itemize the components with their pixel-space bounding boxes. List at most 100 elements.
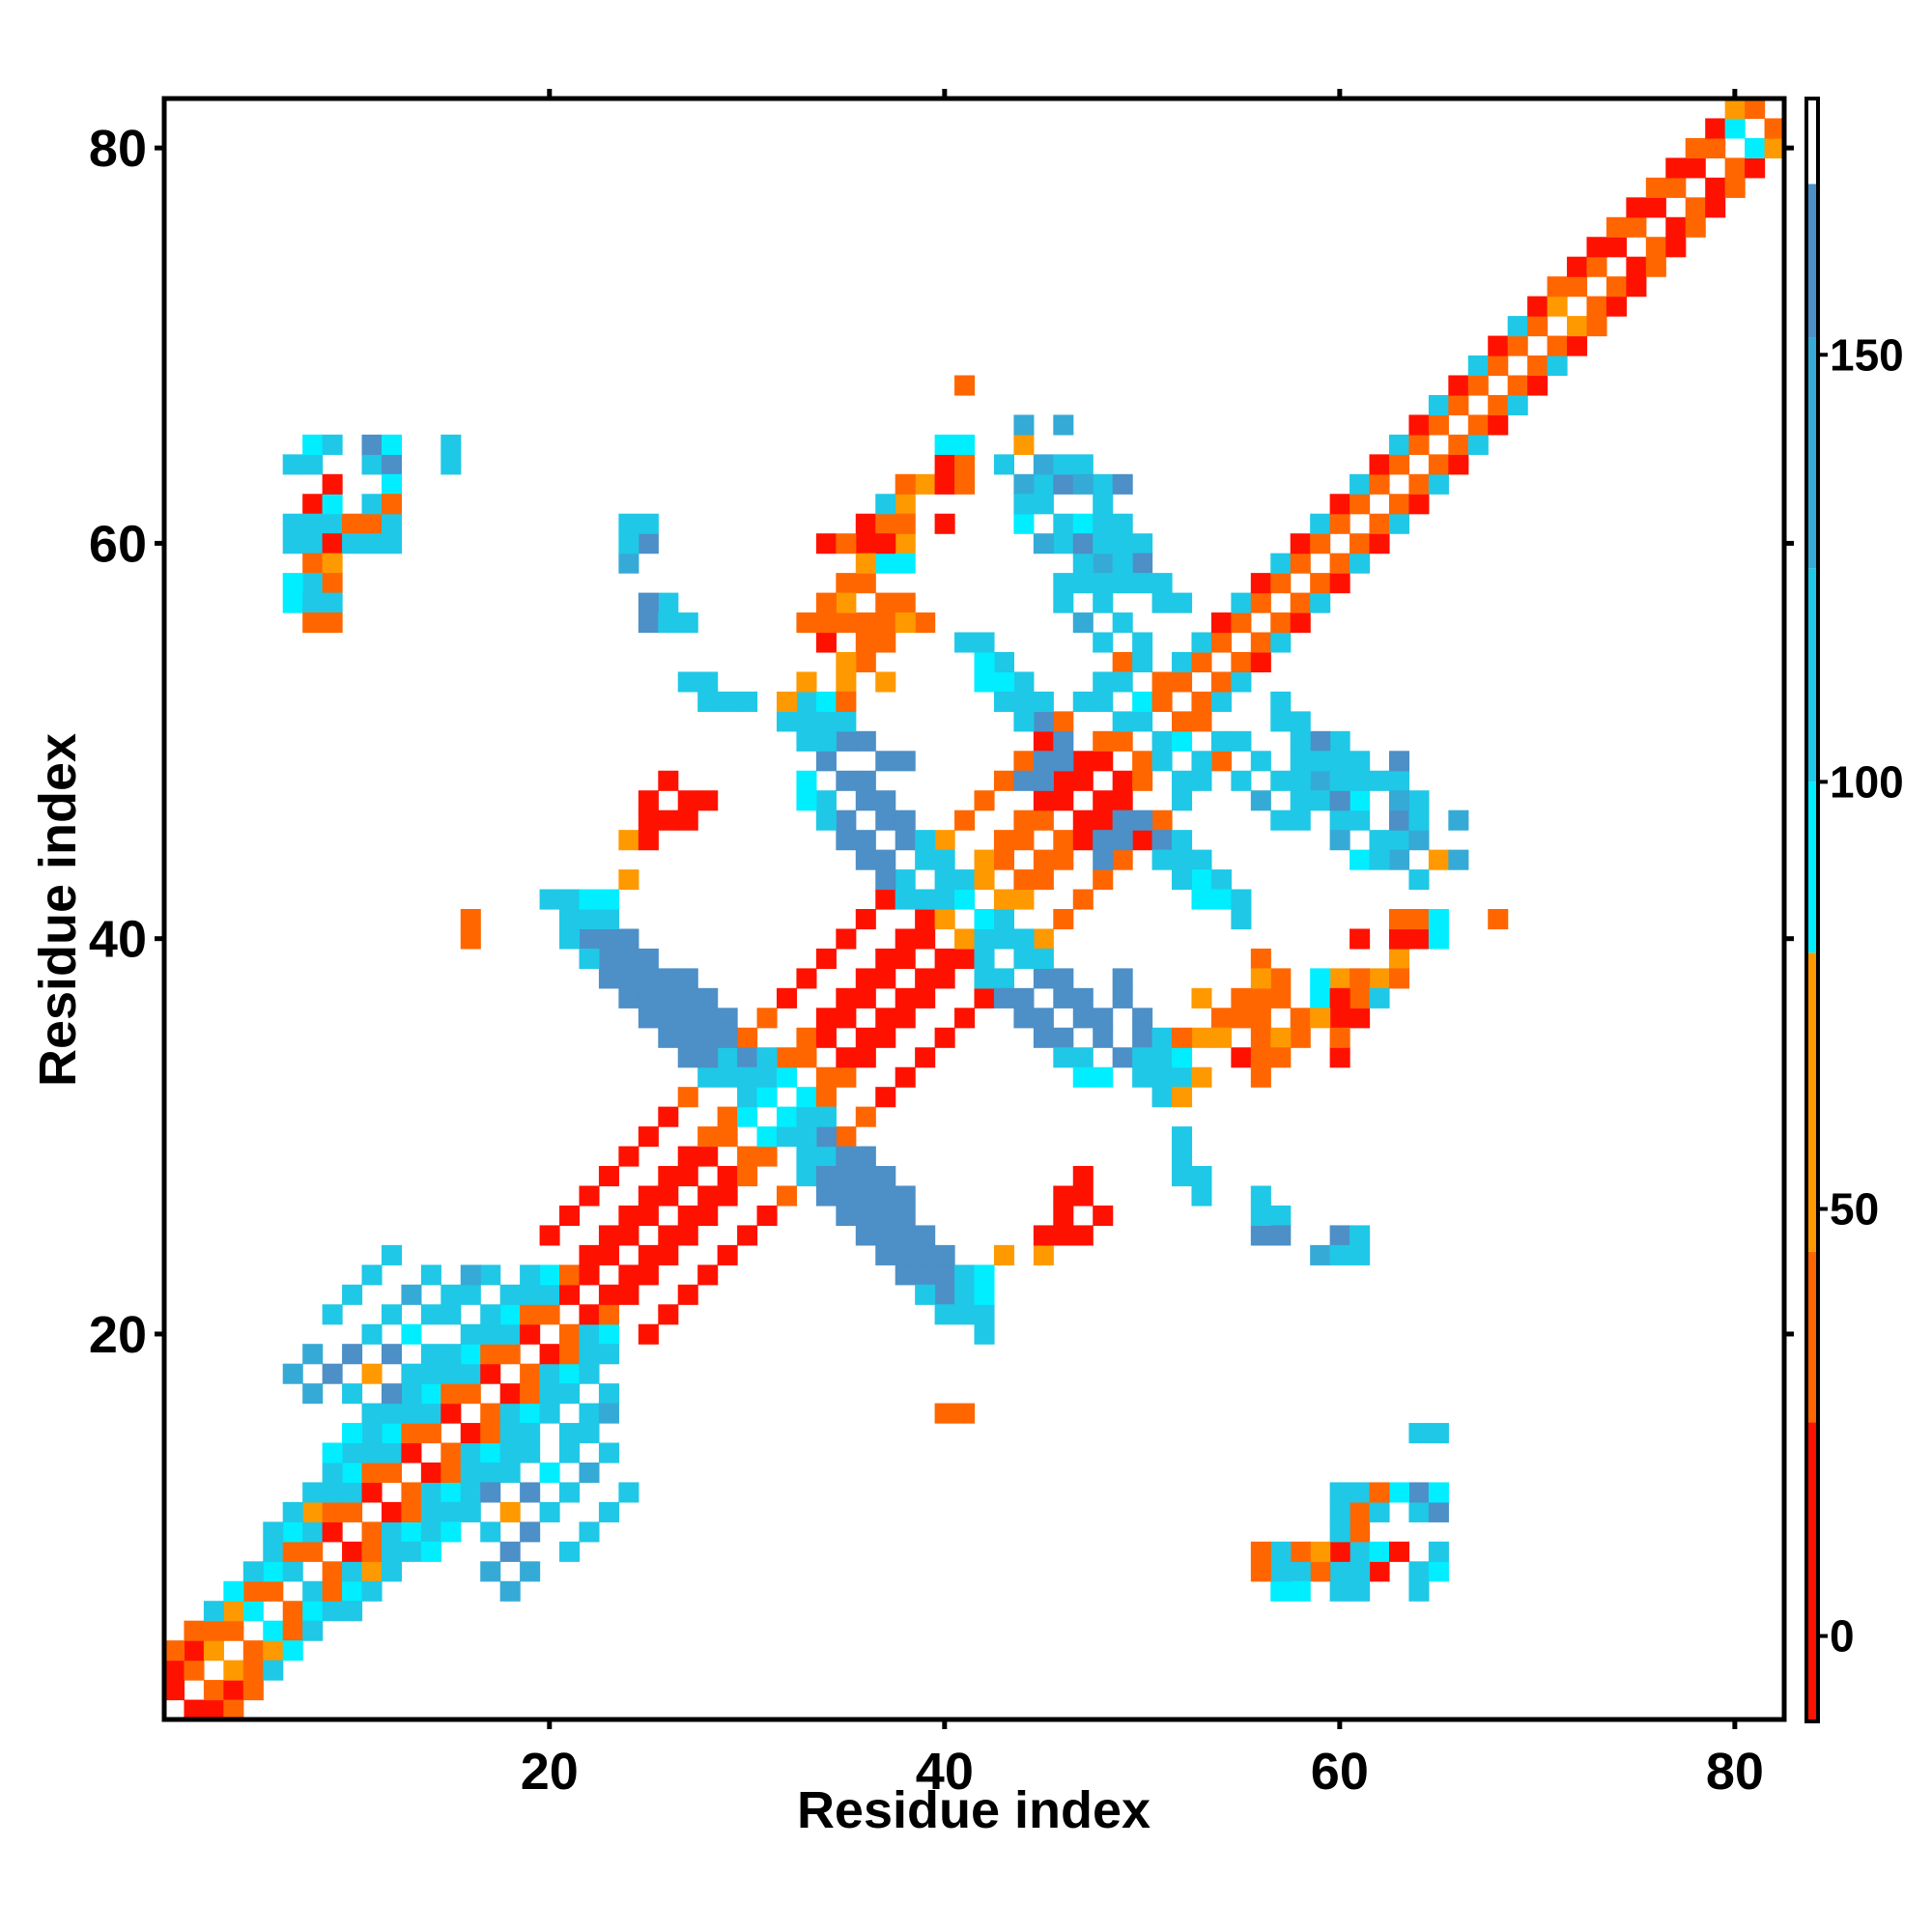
heatmap-cell [1231, 730, 1252, 752]
heatmap-cell [895, 928, 916, 950]
heatmap-cell [203, 1680, 224, 1701]
heatmap-cell [796, 1087, 817, 1108]
heatmap-cell [1626, 256, 1647, 277]
heatmap-cell [381, 513, 403, 534]
heatmap-cell [1448, 810, 1469, 831]
heatmap-cell [875, 671, 896, 693]
heatmap-cell [934, 513, 955, 534]
heatmap-cell [1724, 118, 1746, 139]
heatmap-cell [993, 1244, 1014, 1265]
heatmap-cell [658, 968, 679, 989]
heatmap-cell [1250, 751, 1271, 772]
heatmap-cell [915, 1264, 936, 1286]
heatmap-cell [1369, 473, 1390, 495]
heatmap-cell [460, 1264, 481, 1286]
heatmap-cell [539, 1501, 560, 1522]
heatmap-cell [401, 1363, 422, 1384]
heatmap-cell [618, 968, 639, 989]
heatmap-cell [203, 1620, 224, 1641]
heatmap-cell [1290, 1580, 1311, 1602]
heatmap-cell [1112, 849, 1133, 870]
heatmap-cell [242, 1640, 264, 1662]
heatmap-cell [1527, 316, 1548, 337]
heatmap-cell [559, 1442, 581, 1463]
heatmap-cell [203, 1601, 224, 1622]
heatmap-cell [1388, 1482, 1410, 1503]
heatmap-cell [836, 1126, 857, 1148]
heatmap-cell [895, 473, 916, 495]
heatmap-cell [1350, 790, 1371, 811]
heatmap-cell [1072, 770, 1094, 791]
heatmap-cell [1705, 197, 1726, 218]
heatmap-cell [1191, 889, 1212, 910]
heatmap-cell [796, 968, 817, 989]
heatmap-cell [1013, 414, 1035, 436]
heatmap-cell [302, 573, 324, 594]
heatmap-cell [420, 1363, 441, 1384]
heatmap-cell [836, 928, 857, 950]
heatmap-cell [1172, 1027, 1193, 1048]
heatmap-cell [302, 1344, 324, 1365]
heatmap-cell [677, 790, 698, 811]
heatmap-cell [1250, 1541, 1271, 1562]
heatmap-cell [282, 592, 303, 613]
heatmap-cell [1250, 1225, 1271, 1246]
heatmap-cell [1053, 751, 1074, 772]
heatmap-cell [302, 494, 324, 515]
heatmap-cell [1191, 711, 1212, 732]
heatmap-cell [836, 1166, 857, 1187]
heatmap-cell [1210, 730, 1232, 752]
heatmap-cell [520, 1442, 541, 1463]
heatmap-cell [875, 1244, 896, 1265]
heatmap-cell [1408, 1561, 1430, 1582]
heatmap-cell [1488, 394, 1509, 416]
heatmap-cell [499, 1323, 521, 1345]
heatmap-cell [895, 948, 916, 969]
heatmap-cell [1072, 1185, 1094, 1207]
heatmap-cell [1310, 592, 1331, 613]
heatmap-cell [282, 1561, 303, 1582]
heatmap-cell [1072, 454, 1094, 475]
heatmap-cell [1567, 335, 1588, 356]
heatmap-cell [499, 1403, 521, 1424]
heatmap-cell [420, 1482, 441, 1503]
heatmap-cell [815, 1106, 837, 1127]
heatmap-cell [579, 928, 600, 950]
heatmap-cell [1369, 533, 1390, 554]
heatmap-cell [598, 948, 619, 969]
heatmap-cell [737, 1027, 758, 1048]
heatmap-cell [1250, 651, 1271, 673]
heatmap-cell [460, 1442, 481, 1463]
heatmap-cell [1310, 1008, 1331, 1029]
heatmap-cell [1210, 889, 1232, 910]
heatmap-cell [934, 948, 955, 969]
heatmap-cell [776, 711, 798, 732]
heatmap-cell [559, 1264, 581, 1286]
heatmap-cell [263, 1521, 284, 1543]
heatmap-cell [1191, 869, 1212, 891]
heatmap-cell [993, 691, 1014, 712]
heatmap-cell [1329, 553, 1350, 574]
heatmap-cell [263, 1640, 284, 1662]
heatmap-cell [677, 1027, 698, 1048]
heatmap-cell [855, 1047, 876, 1068]
heatmap-cell [875, 533, 896, 554]
heatmap-cell [1210, 1008, 1232, 1029]
heatmap-cell [539, 1264, 560, 1286]
heatmap-cell [1329, 1580, 1350, 1602]
heatmap-cell [836, 651, 857, 673]
heatmap-cell [855, 968, 876, 989]
heatmap-cell [1172, 671, 1193, 693]
heatmap-cell [322, 1304, 343, 1325]
heatmap-cell [598, 928, 619, 950]
heatmap-cell [855, 849, 876, 870]
heatmap-cell [1388, 790, 1410, 811]
axis-ticks: 20 40 60 80 20 40 60 80 [89, 89, 1794, 1801]
heatmap-cell [1053, 1027, 1074, 1048]
heatmap-cell [322, 592, 343, 613]
heatmap-cell [1705, 177, 1726, 198]
heatmap-cell [855, 612, 876, 634]
heatmap-cell [954, 375, 976, 396]
x-tick-label: 20 [521, 1743, 579, 1801]
heatmap-cell [499, 1541, 521, 1562]
